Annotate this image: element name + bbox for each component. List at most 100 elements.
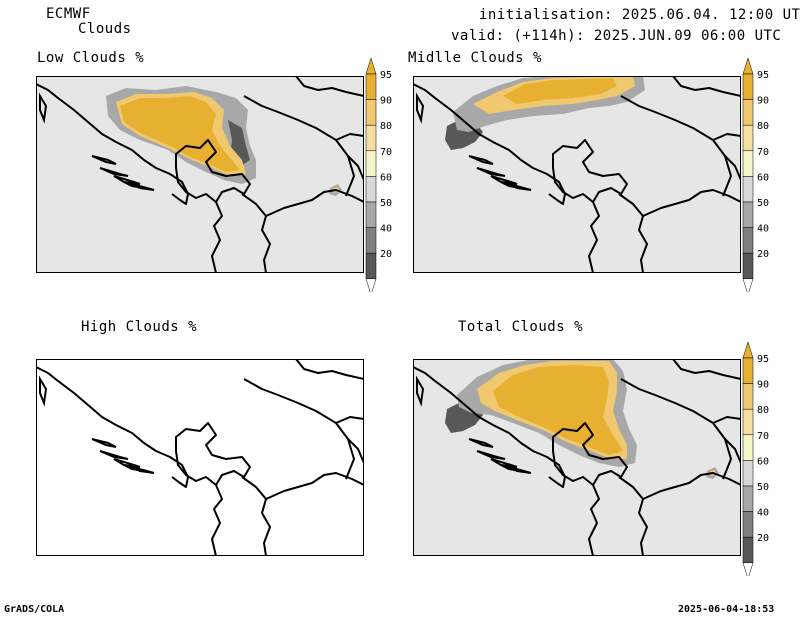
country-border-2 — [618, 476, 648, 556]
country-border-0 — [552, 139, 628, 203]
country-border-4 — [620, 378, 732, 480]
island-4 — [508, 183, 532, 191]
colorbar-label-50: 50 — [380, 198, 392, 209]
colorbar-middle: 95 90 80 70 60 50 40 20 — [742, 58, 769, 292]
colorbar-segment-1 — [365, 99, 377, 126]
island-0 — [91, 155, 117, 165]
colorbar-segment-2 — [742, 124, 754, 152]
colorbar-segment-0 — [365, 73, 377, 100]
colorbar-total: 95 90 80 70 60 50 40 20 — [742, 342, 769, 576]
colorbar-label-50: 50 — [757, 198, 769, 209]
init-time: initialisation: 2025.06.04. 12:00 UTC — [479, 7, 800, 23]
country-border-7 — [724, 155, 741, 181]
colorbar-label-95: 95 — [757, 354, 769, 365]
island-1 — [99, 167, 129, 177]
country-border-5 — [672, 76, 741, 97]
colorbar-segment-1 — [742, 383, 754, 410]
country-border-7 — [347, 155, 364, 181]
colorbar-segment-5 — [365, 201, 377, 228]
colorbar-segment-3 — [742, 150, 754, 177]
island-1 — [476, 167, 506, 177]
country-border-4 — [243, 378, 355, 480]
colorbar-label-20: 20 — [380, 249, 392, 260]
colorbar-bottom-arrow — [742, 278, 754, 292]
colorbar-label-20: 20 — [757, 533, 769, 544]
colorbar-segment-6 — [365, 227, 377, 254]
country-border-4 — [243, 95, 355, 197]
country-border-1 — [588, 201, 600, 273]
island-5 — [416, 375, 425, 407]
island-0 — [468, 155, 494, 165]
colorbar-top-arrow — [742, 58, 754, 75]
country-border-5 — [672, 359, 741, 380]
colorbar-segment-7 — [742, 252, 754, 280]
model-name: ECMWF — [46, 6, 91, 22]
colorbar-segment-5 — [742, 485, 754, 512]
map-frame — [36, 359, 364, 556]
high-clouds-map — [36, 359, 364, 556]
country-border-1 — [211, 484, 223, 556]
colorbar-segment-3 — [365, 150, 377, 177]
colorbar-top-arrow — [742, 342, 754, 359]
island-4 — [131, 466, 155, 474]
country-border-7 — [724, 438, 741, 464]
country-border-3 — [642, 472, 741, 500]
colorbar-segment-0 — [742, 73, 754, 100]
colorbar-segment-0 — [742, 357, 754, 384]
colorbar-segment-7 — [365, 252, 377, 280]
colorbar-segment-4 — [742, 176, 754, 203]
colorbar-label-40: 40 — [380, 224, 392, 235]
colorbar-segment-5 — [742, 201, 754, 228]
panel-title-low: Low Clouds % — [37, 50, 145, 66]
island-1 — [99, 450, 129, 460]
colorbar-label-70: 70 — [380, 147, 392, 158]
colorbar-segment-6 — [742, 227, 754, 254]
island-2 — [490, 458, 518, 468]
colorbar-segment-4 — [742, 460, 754, 487]
island-0 — [468, 438, 494, 448]
total-clouds-map — [413, 359, 741, 556]
country-border-4 — [620, 95, 732, 197]
colorbar-label-90: 90 — [757, 96, 769, 107]
country-border-3 — [642, 189, 741, 217]
country-border-5 — [295, 359, 364, 380]
colorbar-segment-3 — [742, 434, 754, 461]
country-border-0 — [175, 139, 251, 203]
coastline — [36, 366, 189, 488]
colorbar-label-80: 80 — [380, 121, 392, 132]
cloud-contour-3 — [120, 96, 240, 172]
footer-timestamp: 2025-06-04-18:53 — [678, 604, 775, 615]
colorbar-label-90: 90 — [380, 96, 392, 107]
map-frame — [36, 76, 364, 273]
country-border-1 — [588, 484, 600, 556]
colorbar-top-arrow — [365, 58, 377, 75]
colorbar-segment-2 — [742, 408, 754, 436]
colorbar-label-40: 40 — [757, 224, 769, 235]
island-4 — [131, 183, 155, 191]
country-border-6 — [712, 133, 741, 141]
country-border-6 — [712, 416, 741, 424]
footer-grads: GrADS/COLA — [4, 604, 65, 615]
colorbar-label-20: 20 — [757, 249, 769, 260]
colorbar-bottom-arrow — [742, 562, 754, 576]
coastline — [36, 83, 189, 205]
panel-title-high: High Clouds % — [81, 319, 198, 335]
island-0 — [91, 438, 117, 448]
colorbar-segment-4 — [365, 176, 377, 203]
island-5 — [39, 375, 48, 407]
colorbar-label-60: 60 — [380, 172, 392, 183]
country-border-3 — [265, 189, 364, 217]
map-background — [36, 359, 364, 556]
colorbar-bottom-arrow — [365, 278, 377, 292]
colorbar-label-60: 60 — [757, 172, 769, 183]
map-frame — [413, 359, 741, 556]
country-border-1 — [211, 201, 223, 273]
colorbar-segment-1 — [742, 99, 754, 126]
middle-clouds-map — [413, 76, 741, 273]
island-2 — [113, 175, 141, 185]
country-border-6 — [335, 416, 364, 424]
island-2 — [490, 175, 518, 185]
country-border-6 — [335, 133, 364, 141]
coastline — [413, 83, 566, 205]
colorbar-label-60: 60 — [757, 456, 769, 467]
